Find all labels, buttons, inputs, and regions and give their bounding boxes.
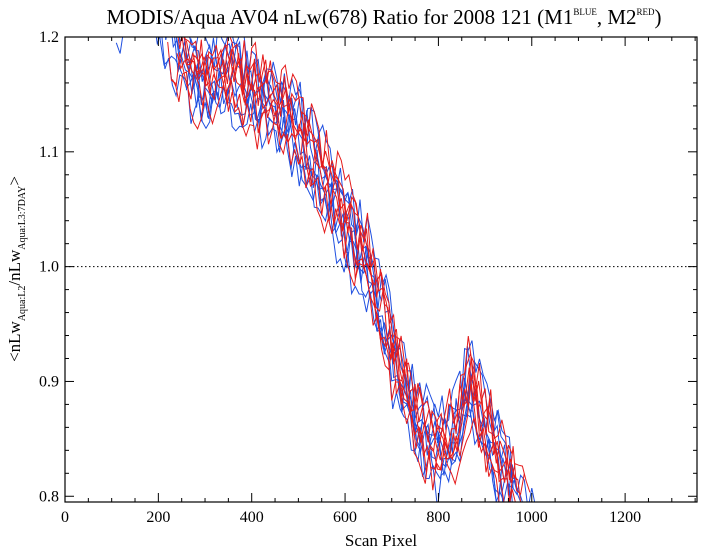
series-line-9 — [171, 52, 516, 502]
y-axis-ticks: 0.8 0.9 1.0 1.1 1.2 — [39, 29, 697, 505]
x-tick-label: 600 — [333, 509, 357, 526]
x-axis-ticks: 0 200 400 600 800 1000 1200 — [61, 37, 696, 526]
plot-frame — [64, 36, 698, 503]
y-tick-label: 1.0 — [39, 259, 59, 276]
x-tick-label: 1000 — [516, 509, 548, 526]
y-tick-label: 0.8 — [39, 488, 59, 505]
y-tick-label: 0.9 — [39, 373, 59, 390]
series-line-5 — [178, 37, 513, 483]
series-line-4 — [175, 37, 523, 502]
series-line-8 — [167, 41, 500, 502]
series-line-6 — [189, 37, 536, 502]
x-tick-label: 0 — [61, 509, 69, 526]
y-tick-label: 1.2 — [39, 29, 59, 46]
chart-title: MODIS/Aqua AV04 nLw(678) Ratio for 2008 … — [106, 5, 661, 29]
series-line-7 — [185, 58, 511, 502]
series-line-0 — [115, 37, 504, 502]
series-line-3 — [165, 37, 517, 493]
series-line-12 — [177, 37, 513, 483]
series-line-1 — [129, 37, 513, 502]
x-axis-title: Scan Pixel — [345, 531, 418, 550]
x-tick-label: 1200 — [609, 509, 641, 526]
series-line-10 — [176, 53, 518, 502]
x-tick-label: 800 — [426, 509, 450, 526]
series-line-14 — [185, 39, 531, 493]
x-tick-label: 200 — [146, 509, 170, 526]
series-layer — [115, 37, 536, 502]
series-line-11 — [181, 37, 522, 502]
y-tick-label: 1.1 — [39, 144, 59, 161]
y-axis-title: <nLwAqua:L2/nLwAqua:L3:7DAY> — [5, 176, 28, 362]
series-line-13 — [183, 37, 525, 496]
x-tick-label: 400 — [240, 509, 264, 526]
